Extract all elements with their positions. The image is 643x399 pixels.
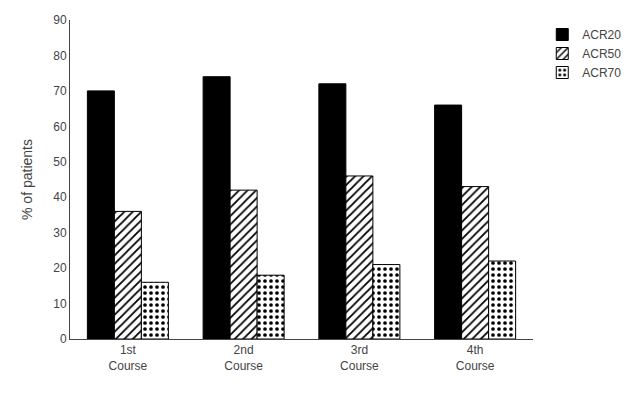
svg-text:1stCourse: 1stCourse bbox=[109, 343, 148, 373]
svg-text:2ndCourse: 2ndCourse bbox=[224, 343, 263, 373]
svg-text:50: 50 bbox=[53, 155, 67, 169]
svg-text:4thCourse: 4thCourse bbox=[456, 343, 495, 373]
svg-text:70: 70 bbox=[53, 84, 67, 98]
svg-text:20: 20 bbox=[53, 261, 67, 275]
svg-text:30: 30 bbox=[53, 226, 67, 240]
svg-text:3rdCourse: 3rdCourse bbox=[340, 343, 379, 373]
svg-text:40: 40 bbox=[53, 190, 67, 204]
svg-text:60: 60 bbox=[53, 120, 67, 134]
svg-text:ACR20: ACR20 bbox=[582, 28, 621, 42]
svg-text:ACR50: ACR50 bbox=[582, 47, 621, 61]
svg-text:ACR70: ACR70 bbox=[582, 66, 621, 80]
svg-text:0: 0 bbox=[60, 332, 67, 346]
svg-text:10: 10 bbox=[53, 297, 67, 311]
svg-text:% of patients: % of patients bbox=[19, 139, 35, 220]
svg-text:80: 80 bbox=[53, 49, 67, 63]
svg-text:90: 90 bbox=[53, 13, 67, 27]
